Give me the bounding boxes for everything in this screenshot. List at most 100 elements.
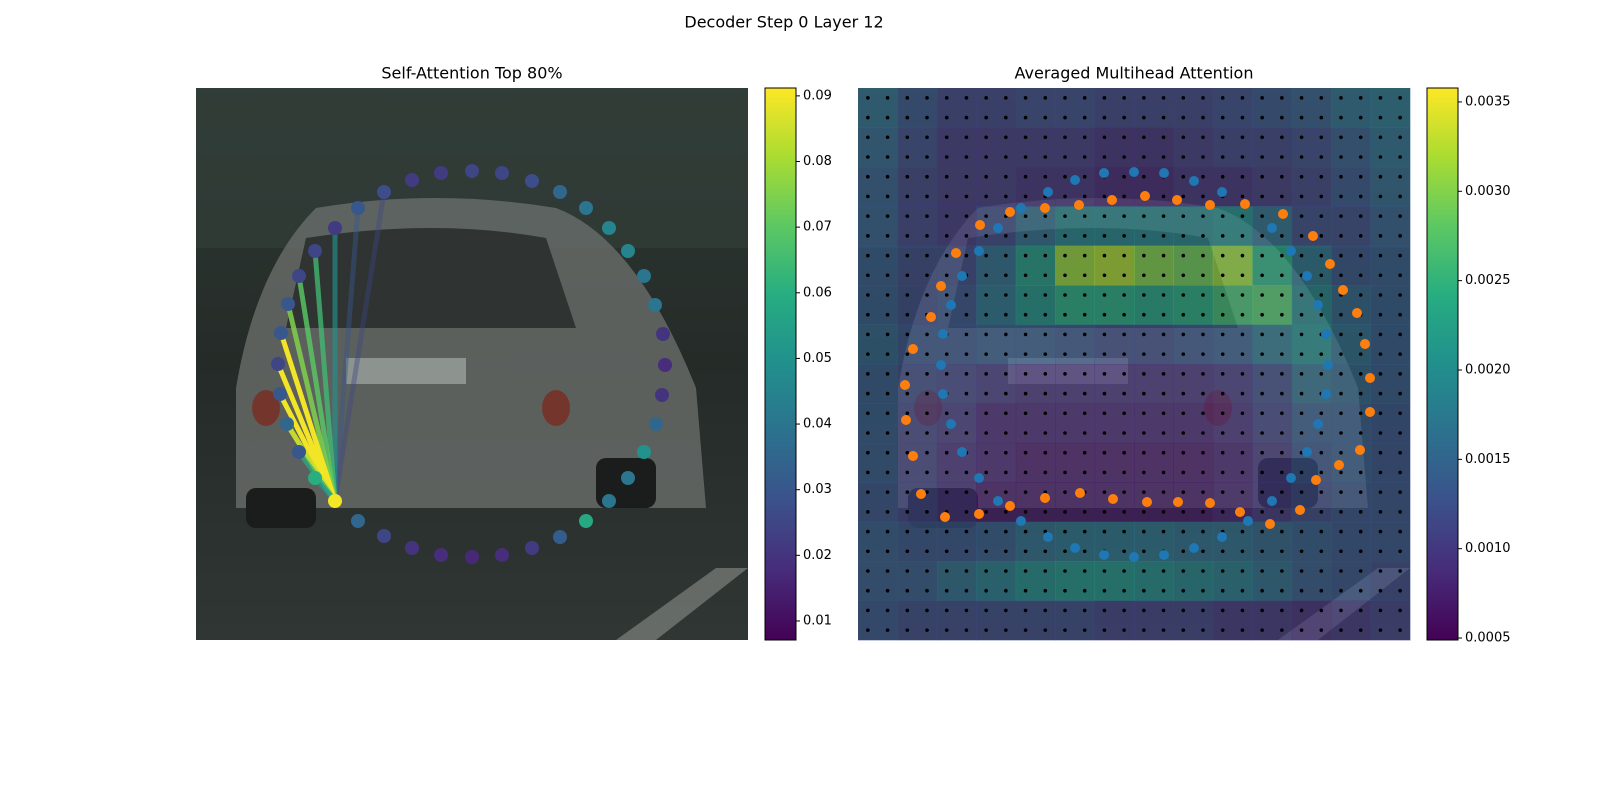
sampling-point	[938, 329, 948, 339]
heatmap-cell	[897, 206, 938, 247]
reference-dot	[1339, 431, 1343, 435]
reference-dot	[944, 312, 949, 317]
reference-dot	[1339, 96, 1343, 100]
reference-dot	[1063, 115, 1067, 120]
sampling-point	[1265, 519, 1275, 529]
reference-dot	[1063, 135, 1067, 140]
reference-dot	[1122, 431, 1126, 435]
reference-dot	[1181, 588, 1186, 593]
sampling-point	[1295, 505, 1305, 515]
reference-dot	[885, 588, 890, 593]
reference-dot	[1043, 293, 1048, 297]
heatmap-cell	[1094, 561, 1135, 602]
reference-dot	[1260, 569, 1264, 573]
heatmap-cell	[1212, 127, 1253, 168]
reference-dot	[866, 470, 870, 475]
reference-dot	[1280, 391, 1284, 396]
reference-dot	[1201, 450, 1205, 455]
reference-dot	[905, 431, 910, 435]
reference-dot	[1220, 549, 1225, 554]
heatmap-cell	[1291, 285, 1332, 326]
reference-dot	[1181, 234, 1186, 238]
reference-dot	[885, 490, 890, 494]
reference-dot	[1082, 115, 1087, 120]
reference-dot	[1260, 510, 1264, 514]
reference-dot	[984, 174, 988, 179]
reference-dot	[1280, 450, 1284, 455]
reference-dot	[944, 529, 949, 534]
reference-dot	[1378, 332, 1383, 337]
reference-dot	[1122, 628, 1126, 632]
heatmap-cell	[1291, 600, 1332, 641]
reference-dot	[1319, 214, 1324, 218]
reference-dot	[1181, 293, 1186, 297]
reference-dot	[1358, 352, 1363, 356]
reference-dot	[925, 411, 929, 416]
reference-dot	[1358, 391, 1363, 396]
reference-dot	[1063, 194, 1067, 199]
colorbar-tick-label: 0.0030	[1465, 184, 1511, 199]
sampling-point	[908, 451, 918, 461]
reference-dot	[1082, 411, 1087, 416]
reference-dot	[925, 332, 929, 337]
reference-dot	[885, 529, 890, 534]
reference-dot	[1220, 628, 1225, 632]
reference-dot	[1142, 608, 1146, 613]
reference-dot	[1004, 569, 1008, 573]
reference-dot	[1260, 470, 1264, 475]
reference-dot	[1319, 293, 1324, 297]
reference-dot	[1240, 608, 1245, 613]
reference-dot	[1142, 470, 1146, 475]
heatmap-cell	[976, 600, 1017, 641]
reference-dot	[1043, 115, 1048, 120]
reference-dot	[1358, 293, 1363, 297]
reference-dot	[964, 490, 969, 494]
reference-dot	[944, 155, 949, 159]
reference-dot	[1102, 372, 1107, 376]
reference-dot	[905, 194, 910, 199]
heatmap-cell	[1173, 285, 1214, 326]
heatmap-cell	[1055, 442, 1096, 483]
reference-dot	[1063, 273, 1067, 278]
heatmap-cell	[1370, 482, 1411, 523]
reference-dot	[1339, 588, 1343, 593]
reference-dot	[984, 96, 988, 100]
reference-dot	[1280, 608, 1284, 613]
heatmap-cell	[1252, 561, 1293, 602]
heatmap-cell	[936, 600, 977, 641]
sampling-point	[900, 380, 910, 390]
reference-dot	[1398, 608, 1402, 613]
query-point	[377, 529, 391, 543]
reference-dot	[1280, 372, 1284, 376]
sampling-point	[1321, 389, 1331, 399]
reference-dot	[1319, 352, 1324, 356]
reference-dot	[1319, 608, 1324, 613]
reference-dot	[1004, 194, 1008, 199]
reference-dot	[964, 431, 969, 435]
heatmap-cell	[1212, 521, 1253, 562]
reference-dot	[964, 470, 969, 475]
reference-dot	[1181, 155, 1186, 159]
query-point	[621, 244, 635, 258]
reference-dot	[964, 352, 969, 356]
reference-dot	[1280, 352, 1284, 356]
reference-dot	[1102, 411, 1107, 416]
reference-dot	[984, 450, 988, 455]
reference-dot	[1122, 115, 1126, 120]
reference-dot	[1339, 529, 1343, 534]
sampling-point	[901, 415, 911, 425]
reference-dot	[1023, 372, 1028, 376]
reference-dot	[866, 608, 870, 613]
reference-dot	[1122, 470, 1126, 475]
reference-dot	[1299, 312, 1304, 317]
reference-dot	[1043, 628, 1048, 632]
reference-dot	[944, 588, 949, 593]
reference-dot	[964, 549, 969, 554]
reference-dot	[1398, 470, 1402, 475]
reference-dot	[1063, 234, 1067, 238]
reference-dot	[1201, 234, 1205, 238]
reference-dot	[1220, 253, 1225, 258]
heatmap-cell	[1173, 88, 1214, 128]
reference-dot	[1201, 135, 1205, 140]
reference-dot	[1102, 588, 1107, 593]
